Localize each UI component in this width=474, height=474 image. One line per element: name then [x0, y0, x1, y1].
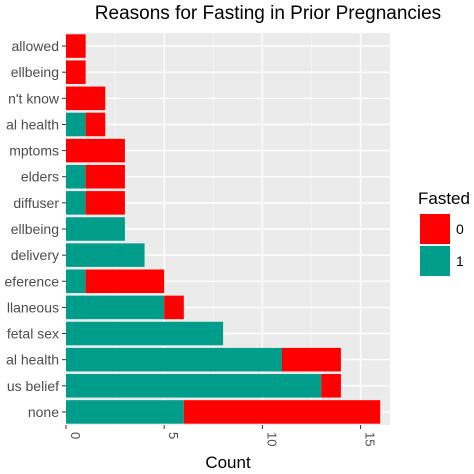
bar-segment-series-1 — [66, 347, 282, 372]
bar-segment-series-0 — [85, 164, 125, 189]
bar-segment-series-0 — [164, 295, 184, 320]
y-tick-label: eference — [5, 273, 60, 289]
y-tick-label: llaneous — [7, 299, 59, 315]
y-tick-label: ellbeing — [11, 64, 59, 80]
y-tick-label: us belief — [7, 378, 59, 394]
bar-segment-series-1 — [66, 164, 86, 189]
x-axis-title: Count — [205, 453, 251, 472]
y-tick-label: elders — [21, 169, 59, 185]
bar-segment-series-1 — [66, 217, 125, 241]
x-tick-label: 5 — [166, 432, 181, 439]
y-tick-label: fetal sex — [7, 326, 59, 342]
bar-segment-series-0 — [66, 34, 86, 58]
bar-segment-series-0 — [85, 112, 106, 137]
x-tick-label: 0 — [68, 432, 83, 439]
bar-segment-series-0 — [85, 191, 125, 215]
bar-segment-series-0 — [85, 269, 165, 294]
x-tick-label: 15 — [363, 432, 378, 446]
x-tick-label: 10 — [264, 432, 279, 446]
x-axis-ticks: 0 5 10 15 — [65, 425, 378, 446]
y-tick-label: al health — [6, 116, 59, 132]
bar-segment-series-0 — [66, 86, 106, 111]
bar-segment-series-1 — [66, 112, 86, 137]
bar-segment-series-1 — [66, 295, 165, 320]
bar-segment-series-1 — [66, 321, 224, 346]
bar-segment-series-1 — [66, 243, 145, 267]
y-tick-label: al health — [6, 352, 59, 368]
bar-segment-series-1 — [66, 374, 322, 398]
bar-segment-series-0 — [321, 374, 341, 398]
legend-key — [420, 246, 450, 276]
legend-key — [420, 214, 450, 244]
y-tick-label: delivery — [11, 247, 59, 263]
legend-title: Fasted — [418, 189, 470, 208]
legend-label: 0 — [456, 221, 464, 237]
bars — [66, 34, 381, 424]
y-tick-label: n't know — [8, 90, 60, 106]
bar-segment-series-1 — [66, 269, 86, 294]
y-tick-label: none — [28, 404, 59, 420]
y-tick-label: allowed — [12, 38, 59, 54]
legend: Fasted 0 1 — [418, 189, 470, 276]
y-tick-label: diffuser — [13, 195, 59, 211]
bar-segment-series-0 — [66, 60, 86, 84]
bar-segment-series-0 — [282, 347, 341, 372]
y-tick-label: mptoms — [9, 143, 59, 159]
y-tick-label: ellbeing — [11, 221, 59, 237]
bar-segment-series-1 — [66, 191, 86, 215]
bar-segment-series-1 — [66, 400, 184, 424]
chart-title: Reasons for Fasting in Prior Pregnancies — [95, 3, 441, 24]
bar-segment-series-0 — [66, 138, 125, 163]
bar-segment-series-0 — [183, 400, 381, 424]
y-axis-labels: none us belief al health fetal sex llaneous e… — [5, 38, 66, 420]
legend-label: 1 — [456, 253, 464, 269]
